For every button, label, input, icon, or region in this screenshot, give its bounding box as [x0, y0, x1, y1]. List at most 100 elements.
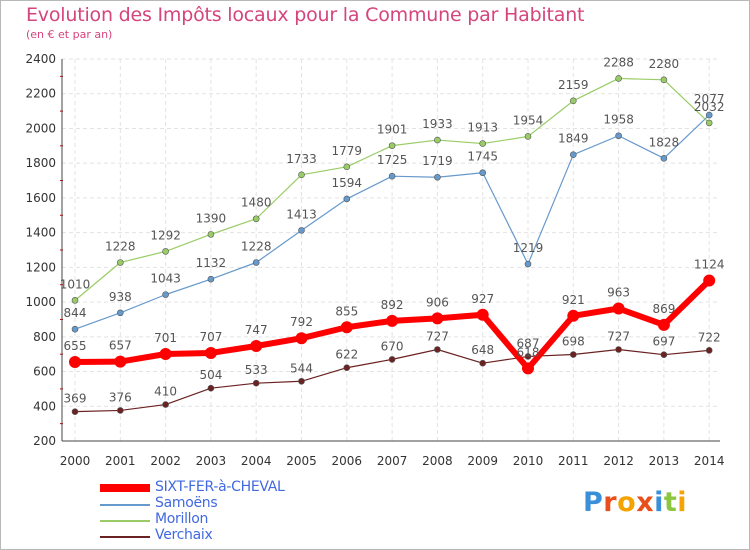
data-label: 1901 [377, 123, 408, 137]
logo-letter: i [677, 487, 688, 518]
data-point [657, 318, 670, 331]
x-tick-label: 2009 [467, 454, 498, 468]
data-point [207, 275, 215, 283]
data-point [479, 169, 487, 177]
legend-label: Verchaix [155, 527, 213, 543]
data-label: 1413 [286, 207, 317, 221]
data-point [204, 346, 217, 359]
proxiti-logo: Proxiti [583, 487, 687, 518]
chart-subtitle: (en € et par an) [26, 28, 113, 41]
data-point [340, 321, 353, 334]
data-point [388, 142, 396, 149]
data-label: 622 [335, 348, 358, 362]
y-tick-label: 800 [33, 330, 56, 344]
data-label: 698 [562, 335, 585, 349]
data-label: 906 [426, 295, 449, 309]
data-point [476, 308, 489, 321]
data-label: 1913 [467, 121, 498, 135]
series-lines [69, 75, 716, 415]
data-point [252, 379, 260, 387]
y-tick-label: 1000 [25, 295, 56, 309]
data-label: 369 [64, 392, 87, 406]
data-point [162, 291, 169, 298]
data-label: 1480 [241, 196, 272, 210]
logo-letter: P [583, 487, 604, 518]
legend: SIXT-FER-à-CHEVAL Samoëns Morillon Verchaix [100, 479, 360, 545]
data-point [569, 151, 577, 158]
axes: 200 400 600 800 1000 1200 1400 1600 1800 2000 2200… [25, 52, 724, 468]
data-label: 844 [64, 306, 87, 320]
y-tick-label: 1600 [25, 191, 56, 205]
data-point [612, 302, 625, 315]
data-point [162, 248, 169, 255]
data-label: 2159 [558, 78, 589, 92]
data-label: 687 [517, 336, 540, 350]
legend-label: Samoëns [155, 495, 218, 511]
data-label: 1043 [150, 272, 181, 286]
data-label: 1933 [422, 117, 453, 131]
data-point [479, 140, 487, 147]
data-point [343, 364, 351, 372]
data-point [162, 401, 169, 408]
data-label: 921 [562, 293, 585, 307]
data-label: 1849 [558, 132, 589, 146]
data-point [298, 227, 305, 234]
data-point [388, 172, 396, 180]
data-label: 1390 [196, 211, 227, 225]
data-label: 618 [517, 345, 540, 359]
data-label: 855 [335, 304, 358, 318]
data-label: 697 [652, 335, 675, 349]
logo-letter: r [603, 487, 618, 518]
x-tick-label: 2011 [558, 454, 589, 468]
data-point [117, 407, 124, 414]
data-point [69, 355, 81, 368]
data-point [114, 355, 127, 368]
data-label: 963 [607, 286, 630, 300]
y-tick-label: 1800 [25, 156, 56, 170]
data-label: 1733 [286, 152, 317, 166]
legend-swatch [100, 520, 150, 522]
x-tick-label: 2006 [332, 454, 363, 468]
data-point [479, 359, 487, 367]
logo-letter: t [663, 487, 678, 518]
data-label: 1779 [332, 144, 363, 158]
data-label: 938 [109, 290, 132, 304]
data-label: 1132 [196, 256, 227, 270]
x-tick-label: 2012 [603, 454, 634, 468]
data-label: 1228 [105, 240, 136, 254]
data-label: 1954 [513, 113, 544, 127]
data-label: 2280 [649, 57, 680, 71]
data-label: 892 [381, 298, 404, 312]
x-tick-label: 2014 [694, 454, 725, 468]
data-point [705, 111, 713, 119]
data-label: 657 [109, 339, 132, 353]
data-point [615, 75, 622, 82]
grid [62, 58, 720, 442]
x-tick-label: 2007 [377, 454, 408, 468]
data-label: 727 [426, 329, 449, 343]
y-tick-label: 400 [33, 399, 56, 413]
data-label: 544 [290, 361, 313, 375]
data-point [524, 353, 532, 360]
data-point [660, 76, 668, 84]
logo-letter: o [617, 487, 637, 518]
x-tick-label: 2002 [150, 454, 181, 468]
data-point [386, 314, 399, 327]
data-label: 2288 [603, 55, 634, 69]
data-point [117, 259, 124, 266]
y-tick-label: 2400 [25, 52, 56, 66]
data-label: 869 [652, 302, 675, 316]
data-label: 747 [245, 323, 268, 337]
x-tick-label: 2005 [286, 454, 317, 468]
data-label: 1594 [332, 176, 363, 190]
data-point [71, 297, 79, 304]
data-point [705, 347, 713, 354]
data-label: 1228 [241, 240, 272, 254]
data-point [250, 340, 263, 353]
data-point [431, 312, 444, 325]
data-label: 1719 [422, 154, 453, 168]
legend-item: SIXT-FER-à-CHEVAL [100, 479, 360, 497]
legend-item: Samoëns [100, 495, 360, 513]
data-label: 410 [154, 385, 177, 399]
